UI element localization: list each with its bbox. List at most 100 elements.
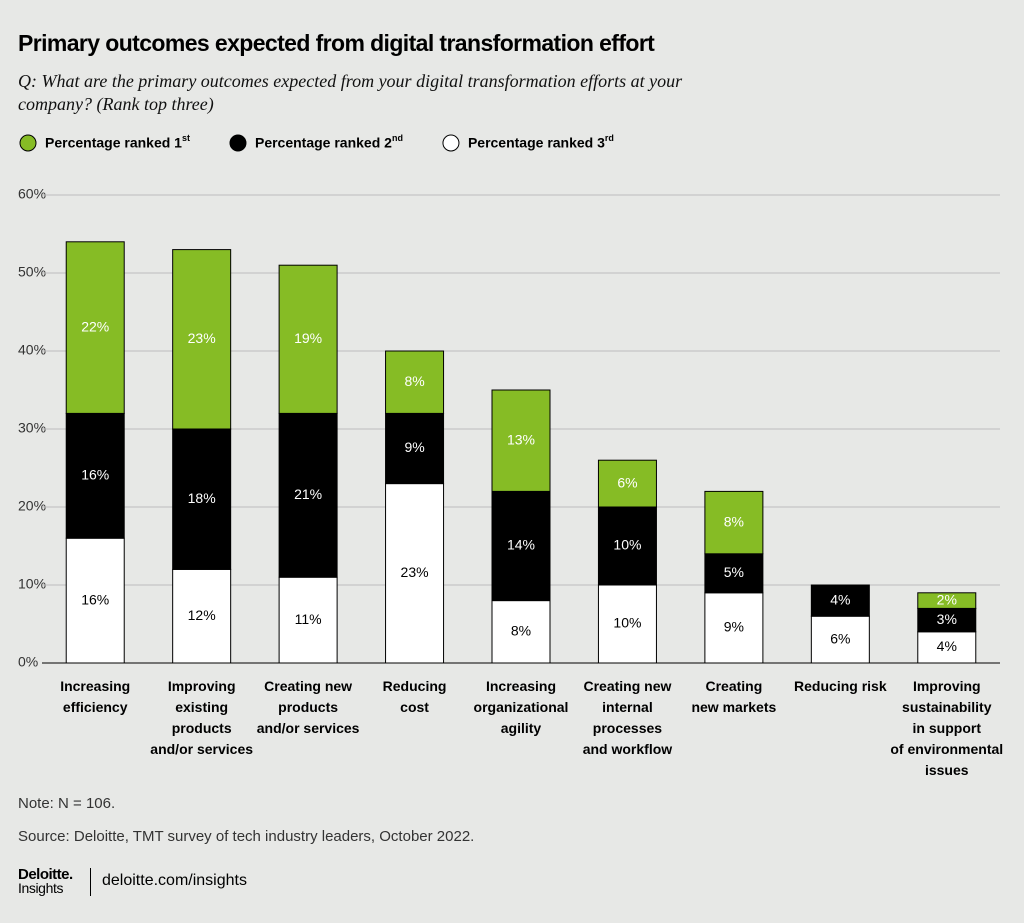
legend-label: Percentage ranked 1st xyxy=(45,133,190,150)
bar-segment xyxy=(597,506,657,586)
value-label: 12% xyxy=(188,607,216,623)
value-label: 16% xyxy=(81,467,109,483)
legend-sup: rd xyxy=(605,133,614,143)
x-tick-line: cost xyxy=(400,699,429,715)
value-label: 6% xyxy=(830,630,850,646)
value-label: 10% xyxy=(613,537,641,553)
x-tick-line: efficiency xyxy=(63,699,128,715)
x-tick-label: Improving sustainability in support of envi… xyxy=(890,678,1003,778)
value-label: 23% xyxy=(188,330,216,346)
value-label: 14% xyxy=(507,537,535,553)
legend-sup: nd xyxy=(392,133,403,143)
bar-segment xyxy=(65,537,125,664)
x-tick-line: and workflow xyxy=(583,741,673,757)
value-label: 22% xyxy=(81,318,109,334)
x-tick-line: in support xyxy=(913,720,982,736)
x-tick-line: organizational xyxy=(474,699,569,715)
brand-sub: Insights xyxy=(18,880,64,896)
x-tick-line: Creating new xyxy=(583,678,671,694)
x-tick-label: Creating new products and/or services xyxy=(257,678,360,736)
y-tick-label: 40% xyxy=(18,342,46,358)
y-tick-label: 0% xyxy=(18,654,38,670)
y-tick-label: 60% xyxy=(18,186,46,202)
y-tick-label: 10% xyxy=(18,576,46,592)
subtitle: Q: What are the primary outcomes expecte… xyxy=(18,71,683,114)
value-label: 21% xyxy=(294,486,322,502)
legend-label: Percentage ranked 2nd xyxy=(255,133,403,150)
y-tick-label: 50% xyxy=(18,264,46,280)
bar-segment xyxy=(172,249,232,430)
value-label: 8% xyxy=(511,623,531,639)
value-label: 4% xyxy=(937,638,957,654)
x-tick-line: existing xyxy=(175,699,228,715)
bar-segment xyxy=(704,490,764,555)
bar-segment xyxy=(278,264,338,414)
bar-segment xyxy=(704,592,764,664)
x-tick-line: Improving xyxy=(168,678,236,694)
x-tick-line: and/or services xyxy=(150,741,253,757)
x-tick-line: Reducing xyxy=(383,678,447,694)
x-tick-line: products xyxy=(172,720,232,736)
x-tick-line: processes xyxy=(593,720,662,736)
x-tick-line: and/or services xyxy=(257,720,360,736)
x-tick-line: Creating xyxy=(705,678,762,694)
x-tick-line: Increasing xyxy=(486,678,556,694)
value-label: 9% xyxy=(724,619,744,635)
x-tick-line: Improving xyxy=(913,678,981,694)
value-label: 19% xyxy=(294,330,322,346)
bar-segment xyxy=(385,350,445,414)
bar-segment xyxy=(278,412,338,578)
bar-segment xyxy=(65,241,125,414)
x-tick-line: Increasing xyxy=(60,678,130,694)
x-tick-line: internal xyxy=(602,699,653,715)
x-tick-label: Reducing risk xyxy=(794,678,887,694)
legend-label: Percentage ranked 3rd xyxy=(468,133,614,150)
bar-segment xyxy=(491,389,551,492)
bar-segment xyxy=(491,600,551,664)
value-label: 2% xyxy=(937,591,957,607)
brand: Deloitte. xyxy=(18,866,73,883)
bar-segment xyxy=(491,490,551,602)
value-label: 16% xyxy=(81,591,109,607)
value-label: 8% xyxy=(404,373,424,389)
bar-segment xyxy=(172,428,232,570)
x-tick-line: sustainability xyxy=(902,699,992,715)
bar-segment xyxy=(810,584,870,617)
x-tick-line: Creating new xyxy=(264,678,352,694)
bar-segment xyxy=(278,576,338,664)
bar-segment xyxy=(917,592,977,609)
value-label: 10% xyxy=(613,615,641,631)
value-label: 8% xyxy=(724,513,744,529)
x-tick-label: Increasing organizational agility xyxy=(474,678,569,736)
value-label: 18% xyxy=(188,490,216,506)
x-tick-label: Creating new internal processes and workflo… xyxy=(583,678,673,757)
x-tick-line: products xyxy=(278,699,338,715)
value-label: 6% xyxy=(617,474,637,490)
bar-segment xyxy=(172,568,232,664)
value-label: 3% xyxy=(937,611,957,627)
value-label: 23% xyxy=(401,564,429,580)
source: Source: Deloitte, TMT survey of tech ind… xyxy=(18,828,475,845)
legend-sup: st xyxy=(182,133,190,143)
legend-swatch xyxy=(19,134,37,152)
bar-segment xyxy=(917,631,977,664)
y-tick-label: 20% xyxy=(18,498,46,514)
url: deloitte.com/insights xyxy=(102,872,247,889)
y-tick-label: 30% xyxy=(18,420,46,436)
bar-segment xyxy=(65,412,125,539)
x-tick-line: issues xyxy=(925,762,969,778)
chart: Percentage ranked 1st Percentage ranked 2… xyxy=(18,133,1003,778)
legend-swatch xyxy=(442,134,460,152)
x-tick-label: Improving existing products and/or services xyxy=(150,678,253,757)
bar-segment xyxy=(597,459,657,508)
value-label: 5% xyxy=(724,564,744,580)
x-tick-label: Reducing cost xyxy=(383,678,447,715)
bar-segment xyxy=(597,584,657,664)
bar-segment xyxy=(704,553,764,594)
bar-segment xyxy=(385,412,445,485)
value-label: 11% xyxy=(295,611,322,627)
x-tick-line: agility xyxy=(501,720,542,736)
x-tick-line: Reducing risk xyxy=(794,678,887,694)
value-label: 4% xyxy=(830,591,850,607)
